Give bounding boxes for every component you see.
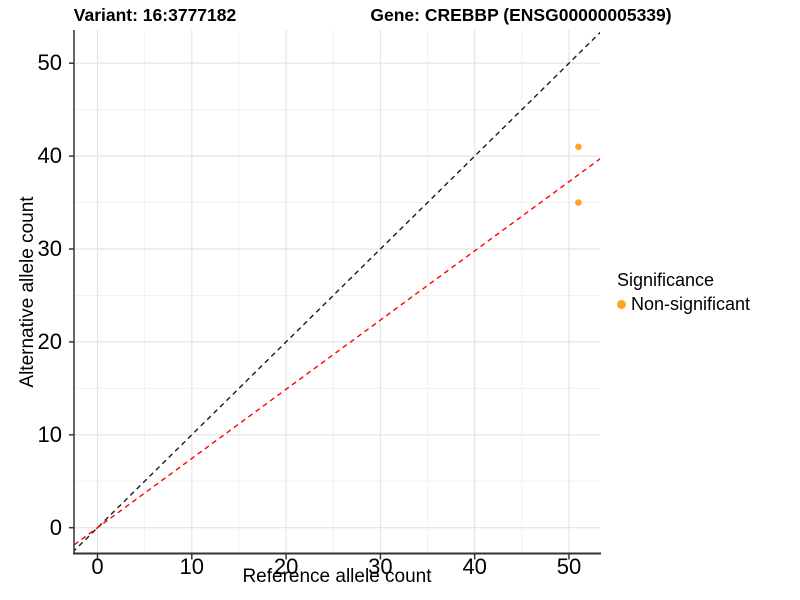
- x-tick-label: 30: [368, 554, 393, 579]
- legend: Significance Non-significant: [617, 270, 750, 315]
- y-axis-label: Alternative allele count: [17, 196, 38, 388]
- x-tick-label: 50: [556, 554, 582, 579]
- x-tick-label: 0: [91, 554, 104, 579]
- x-axis-label: Reference allele count: [242, 566, 432, 587]
- y-tick-label: 50: [37, 50, 62, 76]
- y-tick-label: 20: [37, 328, 62, 354]
- y-tick-label: 30: [37, 236, 62, 261]
- x-tick-label: 10: [179, 554, 205, 579]
- y-tick-label: 0: [49, 514, 62, 540]
- legend-item-label: Non-significant: [631, 294, 751, 314]
- legend-item: Non-significant: [617, 294, 750, 315]
- identity-line: [74, 31, 600, 552]
- legend-swatch: [617, 300, 626, 309]
- gene-title: Gene: CREBBP (ENSG00000005339): [370, 5, 672, 25]
- data-point: [575, 143, 582, 151]
- legend-title: Significance: [617, 270, 715, 290]
- data-point: [575, 199, 582, 206]
- x-tick-label: 40: [462, 554, 487, 579]
- ratio-line: [74, 158, 600, 546]
- y-tick-label: 10: [37, 421, 62, 447]
- y-tick-label: 40: [37, 143, 62, 169]
- variant-title: Variant: 16:3777182: [73, 5, 237, 25]
- x-tick-label: 20: [273, 554, 299, 579]
